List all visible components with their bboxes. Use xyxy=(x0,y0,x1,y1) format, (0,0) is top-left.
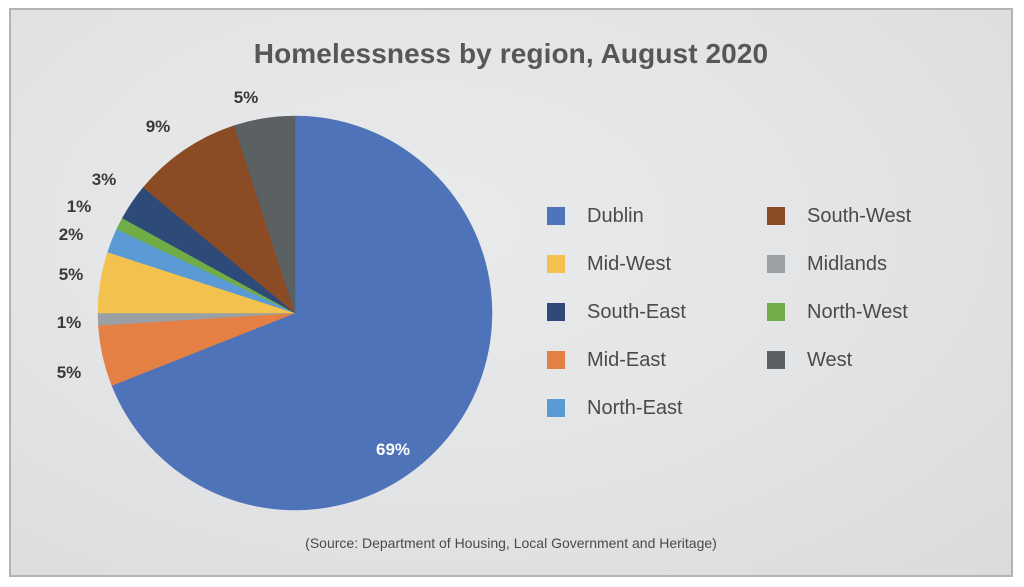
pie-value-label-north-east: 2% xyxy=(58,225,84,244)
pie-value-label-north-west: 1% xyxy=(66,197,92,216)
pie-value-label-mid-east: 5% xyxy=(56,363,82,382)
legend-item-label: Mid-East xyxy=(587,348,666,371)
pie-label-layer: 69% 5% 1% 5% 2% 1% 3% 9% 5% xyxy=(11,10,1011,575)
pie-value-label-mid-west: 5% xyxy=(58,265,84,284)
legend-item-label: West xyxy=(807,348,853,371)
legend-item-south-east[interactable]: South-East xyxy=(547,288,686,336)
legend-item-label: Midlands xyxy=(807,252,888,275)
legend-swatch-icon xyxy=(767,255,785,273)
pie-value-label-south-west: 9% xyxy=(145,117,171,136)
legend-item-label: North-West xyxy=(807,300,908,323)
legend-swatch-icon xyxy=(547,351,565,369)
pie-value-label-dublin: 69% xyxy=(375,440,411,459)
legend-swatch-icon xyxy=(547,303,565,321)
legend-swatch-icon xyxy=(547,255,565,273)
legend-item-dublin[interactable]: Dublin xyxy=(547,192,686,240)
legend-item-label: Dublin xyxy=(587,204,644,227)
pie-value-label-midlands: 1% xyxy=(56,313,82,332)
legend-swatch-icon xyxy=(767,303,785,321)
legend-item-label: North-East xyxy=(587,396,683,419)
chart-canvas: Homelessness by region, August 2020 69% 5… xyxy=(11,10,1011,575)
pie-chart xyxy=(97,115,493,511)
chart-legend: Dublin Mid-West South-East Mid-East North-Ea… xyxy=(547,192,967,422)
legend-item-north-east[interactable]: North-East xyxy=(547,384,686,432)
legend-swatch-icon xyxy=(547,399,565,417)
legend-item-south-west[interactable]: South-West xyxy=(767,192,911,240)
legend-item-mid-west[interactable]: Mid-West xyxy=(547,240,686,288)
legend-item-midlands[interactable]: Midlands xyxy=(767,240,911,288)
legend-item-label: Mid-West xyxy=(587,252,672,275)
legend-item-label: South-East xyxy=(587,300,686,323)
pie-value-label-west: 5% xyxy=(233,88,259,107)
legend-item-north-west[interactable]: North-West xyxy=(767,288,911,336)
legend-column-left: Dublin Mid-West South-East Mid-East North-Ea… xyxy=(547,192,686,432)
legend-swatch-icon xyxy=(767,351,785,369)
source-note: (Source: Department of Housing, Local Go… xyxy=(305,535,717,551)
legend-swatch-icon xyxy=(767,207,785,225)
pie-slice-west[interactable] xyxy=(233,115,296,314)
legend-item-west[interactable]: West xyxy=(767,336,911,384)
pie-slice-south-west[interactable] xyxy=(142,125,296,314)
page-title: Homelessness by region, August 2020 xyxy=(253,38,769,69)
pie-value-label-south-east: 3% xyxy=(91,170,117,189)
legend-item-mid-east[interactable]: Mid-East xyxy=(547,336,686,384)
legend-item-label: South-West xyxy=(807,204,912,227)
pie-slice-dublin[interactable] xyxy=(111,115,493,511)
legend-column-right: South-West Midlands North-West West xyxy=(767,192,911,384)
legend-swatch-icon xyxy=(547,207,565,225)
chart-frame: Homelessness by region, August 2020 69% 5… xyxy=(9,8,1013,577)
